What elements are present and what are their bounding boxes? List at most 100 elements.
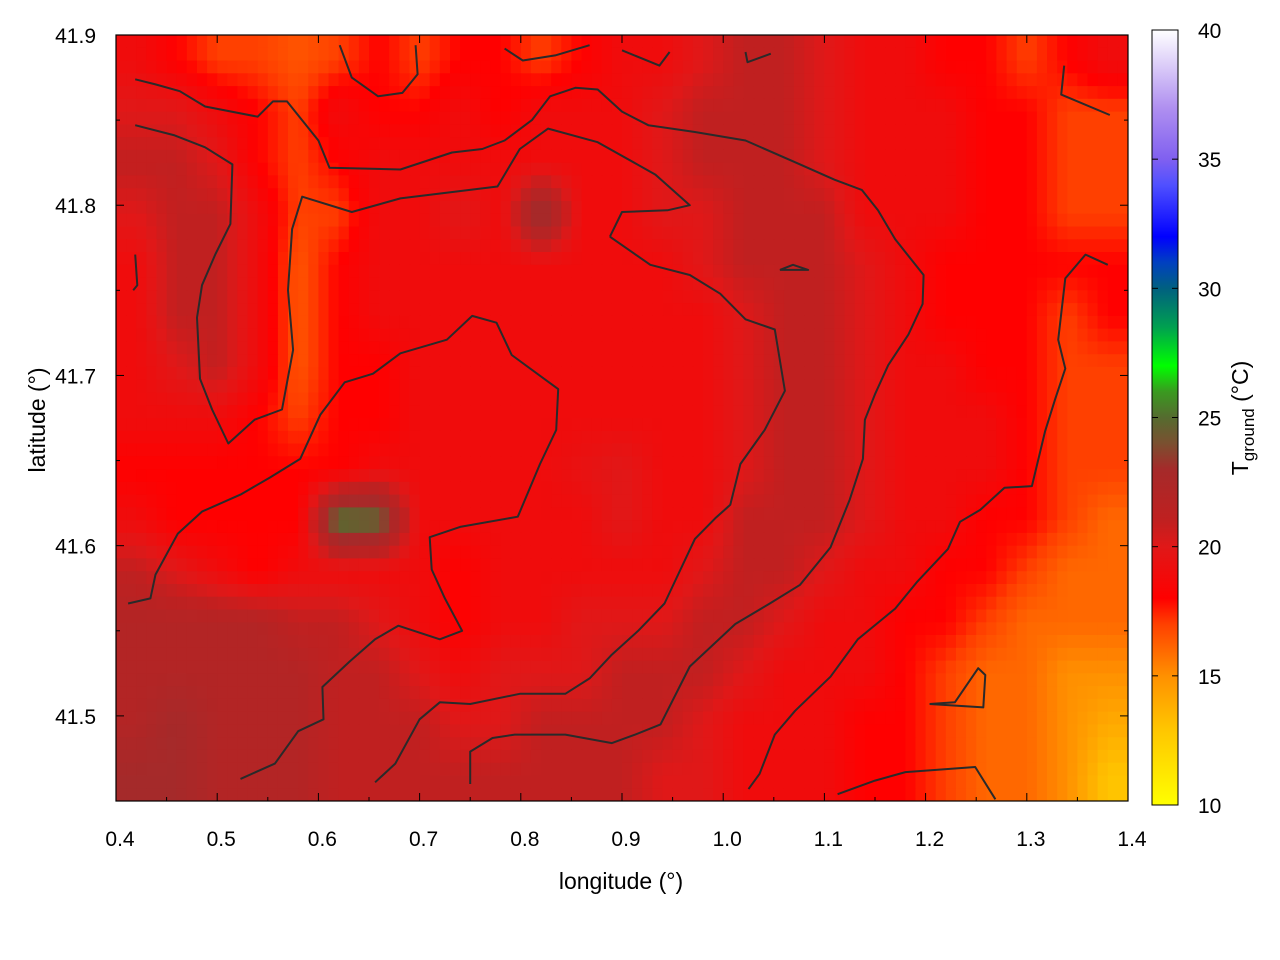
heatmap-cell	[672, 418, 684, 432]
heatmap-cell	[126, 609, 137, 623]
heatmap-cell	[996, 303, 1008, 317]
heatmap-cell	[419, 366, 431, 381]
heatmap-cell	[247, 622, 259, 636]
heatmap-cell	[308, 341, 319, 355]
heatmap-cell	[672, 520, 684, 534]
heatmap-cell	[186, 226, 198, 240]
heatmap-cell	[419, 341, 431, 355]
heatmap-cell	[1107, 98, 1119, 113]
heatmap-cell	[429, 226, 441, 240]
heatmap-cell	[622, 545, 633, 560]
heatmap-cell	[773, 366, 785, 381]
heatmap-cell	[956, 379, 967, 394]
heatmap-cell	[146, 328, 158, 342]
heatmap-cell	[419, 494, 431, 508]
heatmap-cell	[399, 571, 411, 585]
heatmap-cell	[935, 520, 947, 534]
heatmap-cell	[551, 647, 562, 662]
heatmap-cell	[662, 596, 674, 611]
heatmap-cell	[460, 149, 471, 164]
heatmap-cell	[217, 213, 228, 228]
heatmap-cell	[814, 558, 825, 572]
heatmap-cell	[450, 47, 461, 62]
heatmap-cell	[541, 494, 552, 508]
heatmap-cell	[490, 443, 502, 457]
heatmap-cell	[915, 443, 927, 457]
heatmap-cell	[733, 609, 744, 623]
heatmap-cell	[935, 137, 947, 151]
heatmap-cell	[1026, 111, 1038, 125]
heatmap-cell	[1047, 60, 1058, 74]
heatmap-cell	[804, 98, 815, 113]
heatmap-cell	[804, 239, 815, 253]
heatmap-cell	[136, 341, 147, 355]
heatmap-cell	[156, 545, 168, 560]
heatmap-cell	[854, 609, 866, 623]
heatmap-cell	[318, 213, 330, 228]
heatmap-cell	[703, 341, 714, 355]
heatmap-cell	[1117, 494, 1128, 508]
heatmap-cell	[632, 124, 643, 138]
heatmap-cell	[743, 239, 755, 253]
heatmap-cell	[439, 443, 451, 457]
heatmap-cell	[358, 494, 370, 508]
heatmap-cell	[1087, 596, 1099, 611]
heatmap-cell	[895, 366, 906, 381]
heatmap-cell	[1057, 507, 1068, 521]
heatmap-cell	[854, 341, 866, 355]
heatmap-cell	[703, 532, 714, 547]
heatmap-cell	[723, 558, 734, 572]
heatmap-cell	[328, 545, 340, 560]
heatmap-cell	[541, 622, 552, 636]
heatmap-cell	[966, 188, 977, 202]
heatmap-cell	[956, 341, 967, 355]
heatmap-cell	[1016, 149, 1028, 164]
heatmap-cell	[601, 162, 613, 177]
heatmap-cell	[399, 124, 411, 138]
heatmap-cell	[116, 73, 127, 87]
heatmap-cell	[601, 596, 613, 611]
heatmap-cell	[804, 213, 815, 228]
heatmap-cell	[318, 660, 330, 674]
heatmap-cell	[338, 60, 350, 74]
heatmap-cell	[136, 226, 147, 240]
heatmap-cell	[956, 162, 967, 177]
heatmap-cell	[348, 47, 360, 62]
heatmap-cell	[682, 379, 694, 394]
heatmap-cell	[136, 149, 147, 164]
heatmap-cell	[713, 532, 724, 547]
heatmap-cell	[854, 137, 866, 151]
heatmap-cell	[804, 481, 815, 496]
heatmap-cell	[500, 430, 512, 445]
heatmap-cell	[905, 226, 917, 240]
heatmap-cell	[1036, 430, 1048, 445]
heatmap-cell	[581, 609, 593, 623]
heatmap-cell	[713, 609, 724, 623]
heatmap-cell	[581, 507, 593, 521]
heatmap-cell	[186, 418, 198, 432]
heatmap-cell	[328, 469, 340, 483]
heatmap-cell	[116, 226, 127, 240]
heatmap-cell	[116, 571, 127, 585]
heatmap-cell	[1097, 226, 1109, 240]
heatmap-cell	[1087, 584, 1099, 598]
heatmap-cell	[288, 366, 299, 381]
heatmap-cell	[622, 494, 633, 508]
heatmap-cell	[713, 494, 724, 508]
heatmap-cell	[743, 532, 755, 547]
heatmap-cell	[753, 596, 765, 611]
heatmap-cell	[318, 469, 330, 483]
heatmap-cell	[652, 571, 664, 585]
heatmap-cell	[763, 264, 775, 279]
heatmap-cell	[470, 647, 481, 662]
heatmap-cell	[1067, 213, 1078, 228]
heatmap-cell	[450, 481, 461, 496]
heatmap-cell	[672, 149, 684, 164]
heatmap-cell	[672, 469, 684, 483]
heatmap-cell	[237, 213, 249, 228]
heatmap-cell	[551, 252, 562, 266]
heatmap-cell	[703, 430, 714, 445]
heatmap-cell	[470, 545, 481, 560]
heatmap-cell	[369, 354, 380, 368]
heatmap-cell	[166, 213, 178, 228]
